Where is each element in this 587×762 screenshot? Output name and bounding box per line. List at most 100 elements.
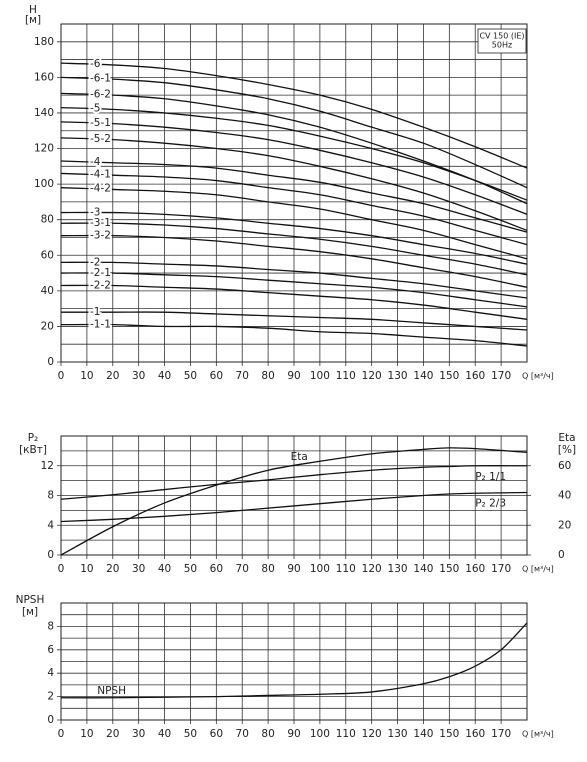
series-label: -3-1 bbox=[90, 217, 111, 229]
y-tick-label: 20 bbox=[41, 320, 54, 332]
series-label: P₂ 2/3 bbox=[475, 497, 506, 509]
curve bbox=[60, 261, 528, 299]
y2-tick-label: 0 bbox=[558, 549, 565, 561]
x-tick-label: 30 bbox=[132, 728, 145, 740]
x-tick-label: 0 bbox=[58, 728, 65, 740]
x-tick-label: 80 bbox=[261, 563, 274, 575]
x-tick-label: 140 bbox=[413, 728, 433, 740]
curve bbox=[60, 491, 528, 523]
y-axis-unit: [кВт] bbox=[19, 444, 47, 456]
x-tick-label: 60 bbox=[210, 563, 223, 575]
y-tick-label: 100 bbox=[34, 178, 54, 190]
x-tick-label: 110 bbox=[336, 728, 356, 740]
curve bbox=[60, 137, 528, 231]
series-label: -1-1 bbox=[90, 319, 111, 331]
x-tick-label: 50 bbox=[184, 370, 197, 382]
x-tick-label: 20 bbox=[106, 728, 119, 740]
x-axis-label: Q [м³/ч] bbox=[522, 565, 554, 574]
y-tick-label: 40 bbox=[41, 285, 54, 297]
y-tick-label: 12 bbox=[41, 460, 54, 472]
y-tick-label: 80 bbox=[41, 214, 54, 226]
curve bbox=[60, 172, 528, 246]
x-tick-label: 130 bbox=[388, 728, 408, 740]
x-tick-label: 0 bbox=[58, 370, 65, 382]
x-tick-label: 160 bbox=[465, 370, 485, 382]
y-tick-label: 180 bbox=[34, 36, 54, 48]
curve bbox=[60, 92, 528, 205]
curve bbox=[60, 465, 528, 500]
x-tick-label: 150 bbox=[439, 370, 459, 382]
x-tick-label: 140 bbox=[413, 370, 433, 382]
curve bbox=[61, 311, 528, 331]
y-axis-label: H bbox=[29, 4, 37, 16]
annotation: 50Hz bbox=[492, 41, 512, 50]
x-tick-label: 80 bbox=[261, 728, 274, 740]
y-tick-label: 2 bbox=[47, 691, 54, 703]
curve bbox=[60, 447, 528, 556]
x-tick-label: 150 bbox=[439, 563, 459, 575]
x-tick-label: 90 bbox=[287, 370, 300, 382]
x-tick-label: 110 bbox=[336, 563, 356, 575]
x-tick-label: 120 bbox=[362, 370, 382, 382]
x-tick-label: 80 bbox=[261, 370, 274, 382]
y2-tick-label: 20 bbox=[558, 519, 571, 531]
x-tick-label: 60 bbox=[210, 728, 223, 740]
y-axis-label: P₂ bbox=[28, 432, 39, 444]
series-label: -2 bbox=[90, 256, 100, 268]
x-tick-label: 40 bbox=[158, 728, 171, 740]
x-tick-label: 130 bbox=[388, 563, 408, 575]
y-axis-unit: [м] bbox=[22, 606, 38, 618]
y-tick-label: 0 bbox=[47, 549, 54, 561]
plot-frame bbox=[60, 23, 528, 363]
y-tick-label: 4 bbox=[47, 519, 54, 531]
x-tick-label: 140 bbox=[413, 563, 433, 575]
curve bbox=[60, 211, 528, 265]
series-label: -3-2 bbox=[90, 230, 111, 242]
y-tick-label: 0 bbox=[47, 356, 54, 368]
y-tick-label: 120 bbox=[34, 143, 54, 155]
x-tick-label: 170 bbox=[491, 370, 511, 382]
plot-frame bbox=[60, 435, 528, 556]
y-tick-label: 8 bbox=[47, 490, 54, 502]
curve bbox=[60, 106, 528, 201]
y-axis-label: NPSH bbox=[16, 594, 45, 606]
y-tick-label: 160 bbox=[34, 71, 54, 83]
x-tick-label: 30 bbox=[132, 370, 145, 382]
x-tick-label: 120 bbox=[362, 563, 382, 575]
curve bbox=[60, 272, 528, 308]
curve bbox=[60, 622, 528, 699]
series-label: -6-2 bbox=[90, 88, 111, 100]
series-label: -5 bbox=[90, 103, 100, 115]
series-label: -5-1 bbox=[90, 117, 111, 129]
x-tick-label: 170 bbox=[491, 728, 511, 740]
x-tick-label: 160 bbox=[465, 728, 485, 740]
series-label: -6-1 bbox=[90, 72, 111, 84]
x-tick-label: 30 bbox=[132, 563, 145, 575]
annotation-box bbox=[477, 28, 527, 54]
x-tick-label: 90 bbox=[287, 728, 300, 740]
curve bbox=[60, 222, 528, 276]
x-tick-label: 110 bbox=[336, 370, 356, 382]
series-label: -5-2 bbox=[90, 133, 111, 145]
y-tick-label: 60 bbox=[41, 249, 54, 261]
series-label: Eta bbox=[291, 451, 308, 463]
curve bbox=[60, 160, 528, 233]
x-tick-label: 160 bbox=[465, 563, 485, 575]
curve bbox=[60, 284, 528, 320]
y2-tick-label: 60 bbox=[558, 460, 571, 472]
y2-axis-label: Eta bbox=[558, 432, 575, 444]
series-label: -4 bbox=[90, 156, 101, 168]
y-tick-label: 8 bbox=[47, 620, 54, 632]
curve bbox=[60, 62, 528, 169]
curve bbox=[60, 323, 528, 347]
series-label: -1 bbox=[90, 306, 100, 318]
x-tick-label: 0 bbox=[58, 563, 65, 575]
x-tick-label: 10 bbox=[80, 563, 93, 575]
x-tick-label: 100 bbox=[310, 370, 330, 382]
x-tick-label: 100 bbox=[310, 728, 330, 740]
x-tick-label: 70 bbox=[236, 563, 249, 575]
x-tick-label: 120 bbox=[362, 728, 382, 740]
x-axis-label: Q [м³/ч] bbox=[522, 372, 554, 381]
series-label: -4-1 bbox=[90, 168, 111, 180]
x-tick-label: 70 bbox=[236, 370, 249, 382]
